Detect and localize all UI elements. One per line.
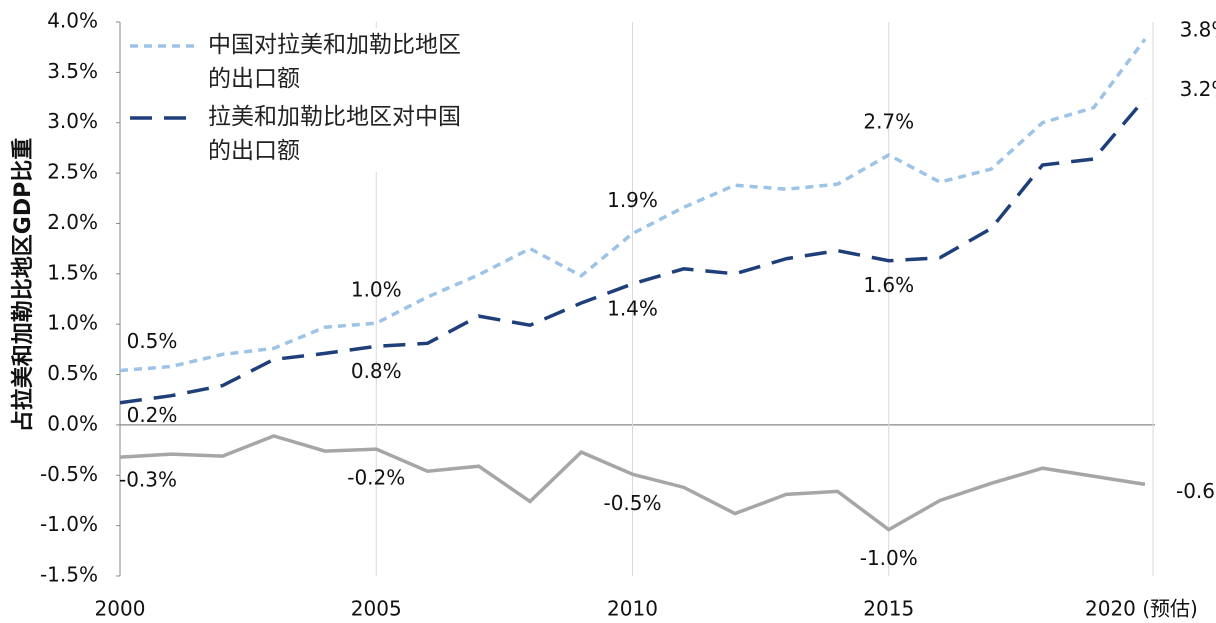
legend-label: 拉美和加勒比地区对中国的出口额 <box>208 104 461 164</box>
series-line <box>119 97 1147 405</box>
y-tick-label: 0.0% <box>47 411 98 435</box>
x-tick-label: 2000 <box>95 597 146 621</box>
y-tick-label: -1.0% <box>40 512 98 536</box>
data-label: -0.5% <box>603 491 661 515</box>
legend-swatch <box>130 116 198 120</box>
x-tick-label: 2015 <box>863 597 914 621</box>
y-tick-label: -1.5% <box>40 563 98 587</box>
series-line <box>119 38 1147 373</box>
data-label: 0.8% <box>351 359 402 383</box>
y-tick-label: 0.5% <box>47 361 98 385</box>
data-label: -0.3% <box>119 468 177 492</box>
data-label: -0.6% <box>1176 479 1216 503</box>
legend: 中国对拉美和加勒比地区的出口额 拉美和加勒比地区对中国的出口额 <box>128 28 478 172</box>
y-tick-label: 3.5% <box>47 59 98 83</box>
y-tick-label: 4.0% <box>47 9 98 33</box>
legend-label: 中国对拉美和加勒比地区的出口额 <box>208 32 461 92</box>
data-label: 3.8% <box>1180 18 1216 42</box>
data-label: 0.2% <box>127 403 178 427</box>
data-label: 1.4% <box>607 296 658 320</box>
data-label: -1.0% <box>860 546 918 570</box>
data-label: 1.9% <box>607 188 658 212</box>
legend-item: 拉美和加勒比地区对中国的出口额 <box>128 100 478 168</box>
y-tick-label: 2.0% <box>47 210 98 234</box>
legend-swatch <box>130 44 198 48</box>
x-tick-label: 2020 (预估) <box>1085 597 1198 621</box>
data-label: 1.0% <box>351 278 402 302</box>
legend-item: 中国对拉美和加勒比地区的出口额 <box>128 28 478 96</box>
data-label: 1.6% <box>863 273 914 297</box>
y-tick-label: 2.5% <box>47 160 98 184</box>
x-tick-label: 2010 <box>607 597 658 621</box>
data-label: -0.2% <box>347 466 405 490</box>
data-label: 0.5% <box>127 329 178 353</box>
data-label: 2.7% <box>863 109 914 133</box>
y-tick-label: -0.5% <box>40 462 98 486</box>
y-axis-label: 占拉美和加勒比地区GDP比重 <box>10 138 36 432</box>
x-tick-label: 2005 <box>351 597 402 621</box>
y-tick-label: 1.0% <box>47 311 98 335</box>
y-tick-label: 3.0% <box>47 109 98 133</box>
series-line <box>119 434 1146 532</box>
y-tick-label: 1.5% <box>47 260 98 284</box>
data-label: 3.2% <box>1180 77 1216 101</box>
